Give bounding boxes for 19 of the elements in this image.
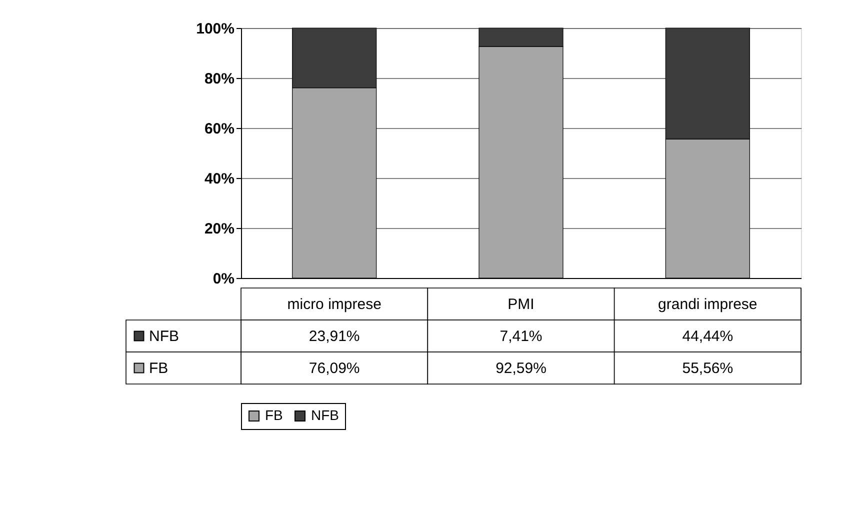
data-label: 23,91% bbox=[308, 328, 360, 345]
data-label: 7,41% bbox=[500, 328, 542, 345]
data-label: 76,09% bbox=[308, 360, 360, 377]
x-tick-label: PMI bbox=[508, 296, 534, 313]
legend-label: NFB bbox=[149, 328, 179, 345]
data-label: 55,56% bbox=[682, 360, 734, 377]
y-tick-label: 0% bbox=[212, 270, 234, 288]
y-tick-label: 80% bbox=[204, 70, 234, 88]
y-tick-label: 100% bbox=[196, 20, 234, 38]
x-tick-label: grandi imprese bbox=[658, 296, 758, 313]
text: NFB bbox=[311, 407, 339, 423]
legend-label: FB bbox=[265, 407, 283, 423]
y-tick-label: 40% bbox=[204, 170, 234, 188]
x-tick-label: micro imprese bbox=[287, 296, 382, 313]
data-label: 92,59% bbox=[496, 360, 546, 377]
data-label: 44,44% bbox=[682, 328, 734, 345]
text: FB bbox=[149, 360, 168, 377]
y-tick-label: 20% bbox=[204, 220, 234, 238]
y-tick-label: 60% bbox=[204, 120, 234, 138]
